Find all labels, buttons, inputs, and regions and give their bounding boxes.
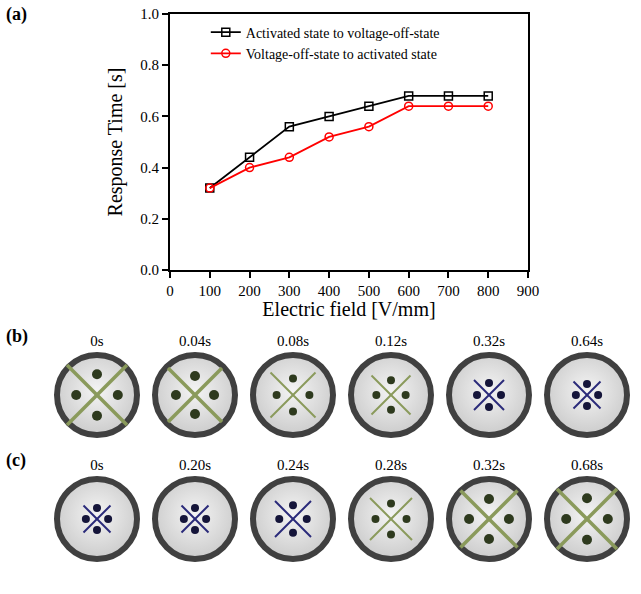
html-text:(a): (a) <box>6 4 27 24</box>
svg-text:0.68s: 0.68s <box>571 457 603 473</box>
svg-text:0.20s: 0.20s <box>179 457 211 473</box>
svg-text:400: 400 <box>318 283 341 299</box>
svg-text:0.32s: 0.32s <box>473 333 505 349</box>
svg-text:300: 300 <box>278 283 301 299</box>
svg-text:0.04s: 0.04s <box>179 333 211 349</box>
svg-text:0.4: 0.4 <box>140 160 159 176</box>
svg-text:(c): (c) <box>6 450 26 471</box>
svg-text:0.8: 0.8 <box>140 57 159 73</box>
svg-text:0.08s: 0.08s <box>277 333 309 349</box>
svg-text:500: 500 <box>358 283 381 299</box>
svg-text:800: 800 <box>477 283 500 299</box>
svg-text:Voltage-off-state to activated: Voltage-off-state to activated state <box>246 47 437 62</box>
svg-text:700: 700 <box>437 283 460 299</box>
svg-text:0: 0 <box>166 283 174 299</box>
svg-text:0.6: 0.6 <box>140 109 159 125</box>
svg-text:0.2: 0.2 <box>140 211 159 227</box>
svg-text:200: 200 <box>238 283 261 299</box>
svg-text:0.64s: 0.64s <box>571 333 603 349</box>
svg-text:Electric field [V/mm]: Electric field [V/mm] <box>262 298 435 320</box>
svg-text:600: 600 <box>397 283 420 299</box>
svg-text:1.0: 1.0 <box>140 6 159 22</box>
svg-text:0.0: 0.0 <box>140 262 159 278</box>
svg-text:0.12s: 0.12s <box>375 333 407 349</box>
svg-text:Response Time [s]: Response Time [s] <box>104 68 127 217</box>
svg-text:0s: 0s <box>90 457 104 473</box>
svg-text:0.28s: 0.28s <box>375 457 407 473</box>
svg-text:100: 100 <box>199 283 222 299</box>
svg-text:0.32s: 0.32s <box>473 457 505 473</box>
svg-text:(b): (b) <box>6 326 28 347</box>
svg-text:Activated state to voltage-off: Activated state to voltage-off-state <box>246 26 440 41</box>
svg-text:0s: 0s <box>90 333 104 349</box>
svg-text:0.24s: 0.24s <box>277 457 309 473</box>
svg-text:900: 900 <box>517 283 540 299</box>
